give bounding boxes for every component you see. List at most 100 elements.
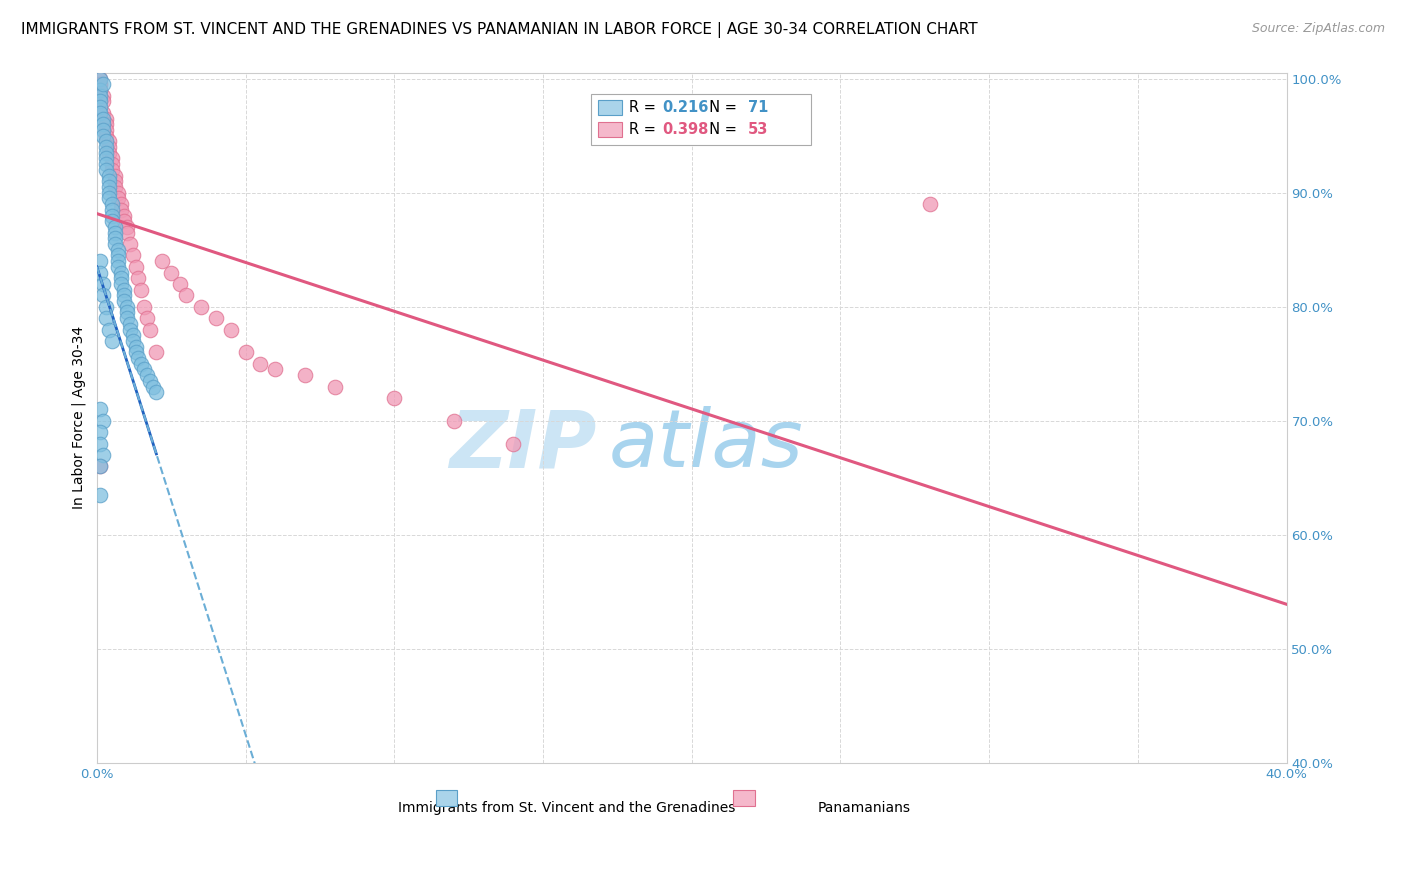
Point xyxy=(97,322,120,336)
Point xyxy=(104,219,127,234)
Point xyxy=(118,322,141,336)
Point xyxy=(89,100,111,114)
Point xyxy=(94,311,117,326)
FancyBboxPatch shape xyxy=(591,94,811,145)
Point xyxy=(89,488,111,502)
Point xyxy=(89,106,111,120)
Point xyxy=(112,293,135,308)
Point xyxy=(100,162,122,177)
Point xyxy=(89,71,111,86)
Point xyxy=(89,71,111,86)
FancyBboxPatch shape xyxy=(598,100,621,115)
Point xyxy=(91,448,114,462)
Point xyxy=(97,191,120,205)
Point xyxy=(94,123,117,137)
Point xyxy=(94,157,117,171)
Point xyxy=(104,174,127,188)
Y-axis label: In Labor Force | Age 30-34: In Labor Force | Age 30-34 xyxy=(72,326,86,509)
Point xyxy=(94,140,117,154)
Point xyxy=(382,391,405,405)
Point xyxy=(94,300,117,314)
Point xyxy=(89,459,111,474)
Point xyxy=(115,226,138,240)
Point xyxy=(97,174,120,188)
Point xyxy=(89,83,111,97)
Point xyxy=(104,237,127,252)
Point xyxy=(115,311,138,326)
Point xyxy=(136,368,159,383)
Point xyxy=(97,186,120,200)
Point xyxy=(100,209,122,223)
Point xyxy=(115,305,138,319)
Point xyxy=(110,197,132,211)
Point xyxy=(97,180,120,194)
Point xyxy=(112,283,135,297)
Point xyxy=(142,379,165,393)
Point xyxy=(110,266,132,280)
Point xyxy=(160,266,183,280)
Point xyxy=(124,345,146,359)
Point xyxy=(89,425,111,439)
Point xyxy=(91,117,114,131)
Point xyxy=(107,186,129,200)
Point xyxy=(104,231,127,245)
Point xyxy=(107,260,129,274)
Point xyxy=(107,254,129,268)
Point xyxy=(89,83,111,97)
Point xyxy=(131,357,153,371)
Point xyxy=(107,248,129,262)
Point xyxy=(97,135,120,149)
Point xyxy=(127,271,149,285)
Point xyxy=(118,317,141,331)
Text: N =: N = xyxy=(700,122,741,137)
Point xyxy=(89,266,111,280)
Point xyxy=(190,300,212,314)
Point xyxy=(174,288,197,302)
Point xyxy=(121,248,143,262)
FancyBboxPatch shape xyxy=(598,122,621,137)
Point xyxy=(91,112,114,126)
Point xyxy=(150,254,173,268)
Point xyxy=(94,112,117,126)
Point xyxy=(94,128,117,143)
Point xyxy=(112,288,135,302)
Point xyxy=(91,277,114,291)
Point xyxy=(145,345,167,359)
Point xyxy=(124,340,146,354)
Point xyxy=(249,357,271,371)
Point xyxy=(115,219,138,234)
Point xyxy=(89,459,111,474)
Point xyxy=(121,334,143,348)
FancyBboxPatch shape xyxy=(436,790,457,805)
Point xyxy=(89,254,111,268)
Point xyxy=(91,95,114,109)
Point xyxy=(94,152,117,166)
Point xyxy=(134,362,156,376)
Point xyxy=(443,414,465,428)
Point xyxy=(169,277,191,291)
Text: Source: ZipAtlas.com: Source: ZipAtlas.com xyxy=(1251,22,1385,36)
Point xyxy=(89,436,111,450)
Point xyxy=(91,106,114,120)
Point xyxy=(139,322,162,336)
Point xyxy=(104,169,127,183)
Text: 53: 53 xyxy=(748,122,768,137)
Point xyxy=(91,88,114,103)
Text: 71: 71 xyxy=(748,100,768,115)
Text: Panamanians: Panamanians xyxy=(818,801,911,814)
Point xyxy=(107,191,129,205)
Point xyxy=(104,180,127,194)
Point xyxy=(100,152,122,166)
Point xyxy=(97,169,120,183)
Point xyxy=(118,237,141,252)
Point xyxy=(918,197,941,211)
Point xyxy=(100,334,122,348)
Text: IMMIGRANTS FROM ST. VINCENT AND THE GRENADINES VS PANAMANIAN IN LABOR FORCE | AG: IMMIGRANTS FROM ST. VINCENT AND THE GREN… xyxy=(21,22,977,38)
Text: Immigrants from St. Vincent and the Grenadines: Immigrants from St. Vincent and the Gren… xyxy=(398,801,735,814)
Point xyxy=(107,243,129,257)
Point xyxy=(112,209,135,223)
Point xyxy=(121,328,143,343)
Point xyxy=(294,368,316,383)
Point xyxy=(264,362,287,376)
Point xyxy=(91,78,114,92)
